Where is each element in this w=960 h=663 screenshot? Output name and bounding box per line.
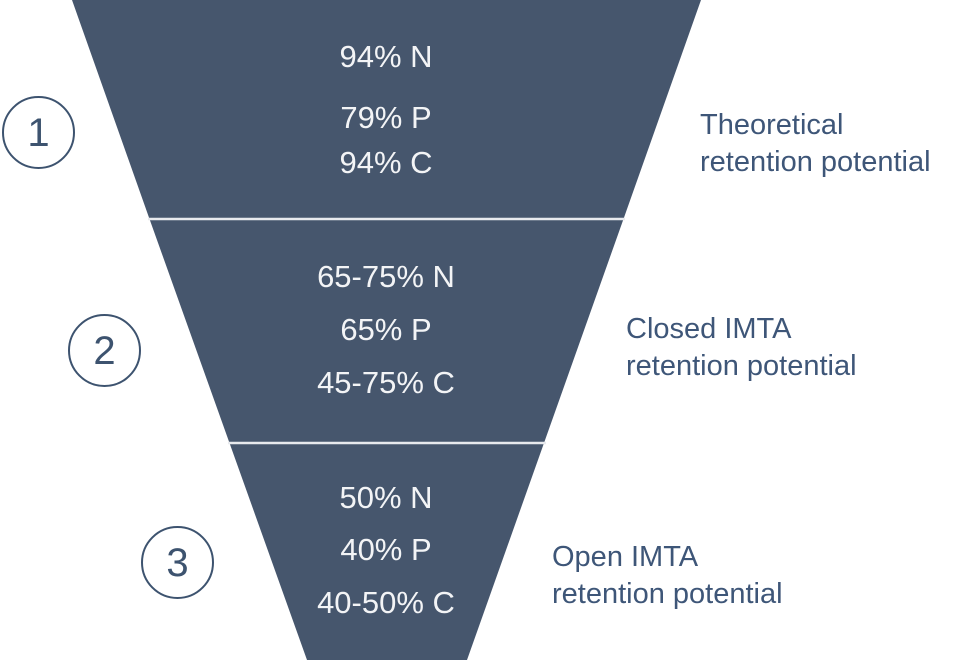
funnel-tier-3-shape: [229, 443, 544, 660]
tier-2-value-n: 65-75% N: [317, 259, 455, 294]
tier-3-value-c: 40-50% C: [317, 585, 455, 620]
step-number-1: 1: [27, 110, 50, 155]
tier-3-value-p: 40% P: [340, 532, 432, 567]
tier-1-value-p: 79% P: [340, 100, 432, 135]
tier-1-label-line-2: retention potential: [700, 146, 931, 178]
tier-1-label: Theoretical retention potential: [700, 107, 931, 181]
tier-3-label-line-1: Open IMTA: [552, 541, 699, 573]
tier-2-value-c: 45-75% C: [317, 365, 455, 400]
tier-2-value-p: 65% P: [340, 312, 432, 347]
tier-3-label-line-2: retention potential: [552, 578, 783, 610]
tier-2-label-line-1: Closed IMTA: [626, 313, 792, 345]
tier-2-label: Closed IMTA retention potential: [626, 311, 857, 385]
tier-1-value-n: 94% N: [339, 39, 433, 74]
step-circle-1: 1: [2, 96, 75, 169]
step-number-3: 3: [166, 540, 189, 585]
tier-2-label-line-2: retention potential: [626, 350, 857, 382]
tier-1-label-line-1: Theoretical: [700, 109, 844, 141]
step-circle-2: 2: [68, 314, 141, 387]
step-number-2: 2: [93, 328, 116, 373]
tier-3-label: Open IMTA retention potential: [552, 539, 783, 613]
tier-3-value-n: 50% N: [339, 480, 433, 515]
step-circle-3: 3: [141, 526, 214, 599]
funnel-tier-1-shape: [72, 0, 701, 219]
funnel-tier-2-shape: [149, 219, 624, 443]
tier-1-value-c: 94% C: [339, 145, 433, 180]
